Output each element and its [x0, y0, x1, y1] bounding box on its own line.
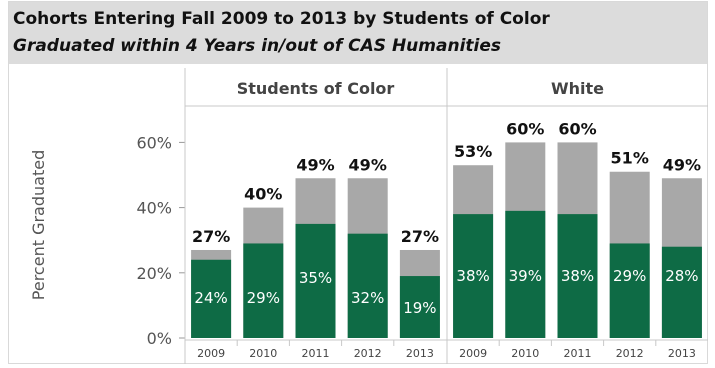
total-label: 49% — [663, 155, 701, 174]
y-tick-label: 20% — [136, 264, 172, 283]
x-tick-label: 2010 — [249, 347, 277, 360]
x-tick-label: 2009 — [197, 347, 225, 360]
bar-in-cas — [609, 243, 650, 338]
in-cas-label: 32% — [351, 289, 384, 307]
total-label: 49% — [349, 155, 387, 174]
y-tick-label: 60% — [136, 133, 172, 152]
in-cas-label: 28% — [665, 267, 698, 285]
bar-in-cas — [295, 223, 336, 338]
bar-in-cas — [557, 214, 598, 338]
total-label: 53% — [454, 142, 492, 161]
title-band — [9, 2, 707, 64]
in-cas-label: 38% — [456, 267, 489, 285]
panel-header: White — [551, 79, 604, 98]
in-cas-label: 29% — [613, 267, 646, 285]
bar-in-cas — [191, 259, 232, 338]
total-label: 27% — [401, 227, 439, 246]
y-tick-label: 0% — [147, 329, 172, 348]
in-cas-label: 35% — [299, 269, 332, 287]
x-tick-label: 2012 — [354, 347, 382, 360]
x-tick-label: 2012 — [616, 347, 644, 360]
total-label: 27% — [192, 227, 230, 246]
panel-header: Students of Color — [237, 79, 395, 98]
in-cas-label: 29% — [247, 289, 280, 307]
total-label: 51% — [611, 149, 649, 168]
bar-in-cas — [505, 210, 546, 338]
chart-frame — [8, 1, 708, 364]
y-tick-label: 40% — [136, 199, 172, 218]
x-tick-label: 2013 — [406, 347, 434, 360]
bar-in-cas — [243, 243, 284, 338]
in-cas-label: 38% — [561, 267, 594, 285]
x-tick-label: 2011 — [302, 347, 330, 360]
bar-in-cas — [661, 246, 702, 338]
total-label: 49% — [296, 155, 334, 174]
chart-subtitle: Graduated within 4 Years in/out of CAS H… — [13, 36, 501, 56]
x-tick-label: 2011 — [564, 347, 592, 360]
chart-title: Cohorts Entering Fall 2009 to 2013 by St… — [13, 9, 550, 29]
total-label: 60% — [506, 119, 544, 138]
in-cas-label: 19% — [403, 299, 436, 317]
y-axis-label: Percent Graduated — [29, 150, 48, 300]
bar-in-cas — [453, 214, 494, 338]
in-cas-label: 24% — [194, 289, 227, 307]
x-tick-label: 2010 — [511, 347, 539, 360]
x-tick-label: 2009 — [459, 347, 487, 360]
x-tick-label: 2013 — [668, 347, 696, 360]
total-label: 40% — [244, 185, 282, 204]
in-cas-label: 39% — [509, 267, 542, 285]
bar-in-cas — [347, 233, 388, 338]
total-label: 60% — [558, 119, 596, 138]
bar-in-cas — [399, 276, 440, 338]
